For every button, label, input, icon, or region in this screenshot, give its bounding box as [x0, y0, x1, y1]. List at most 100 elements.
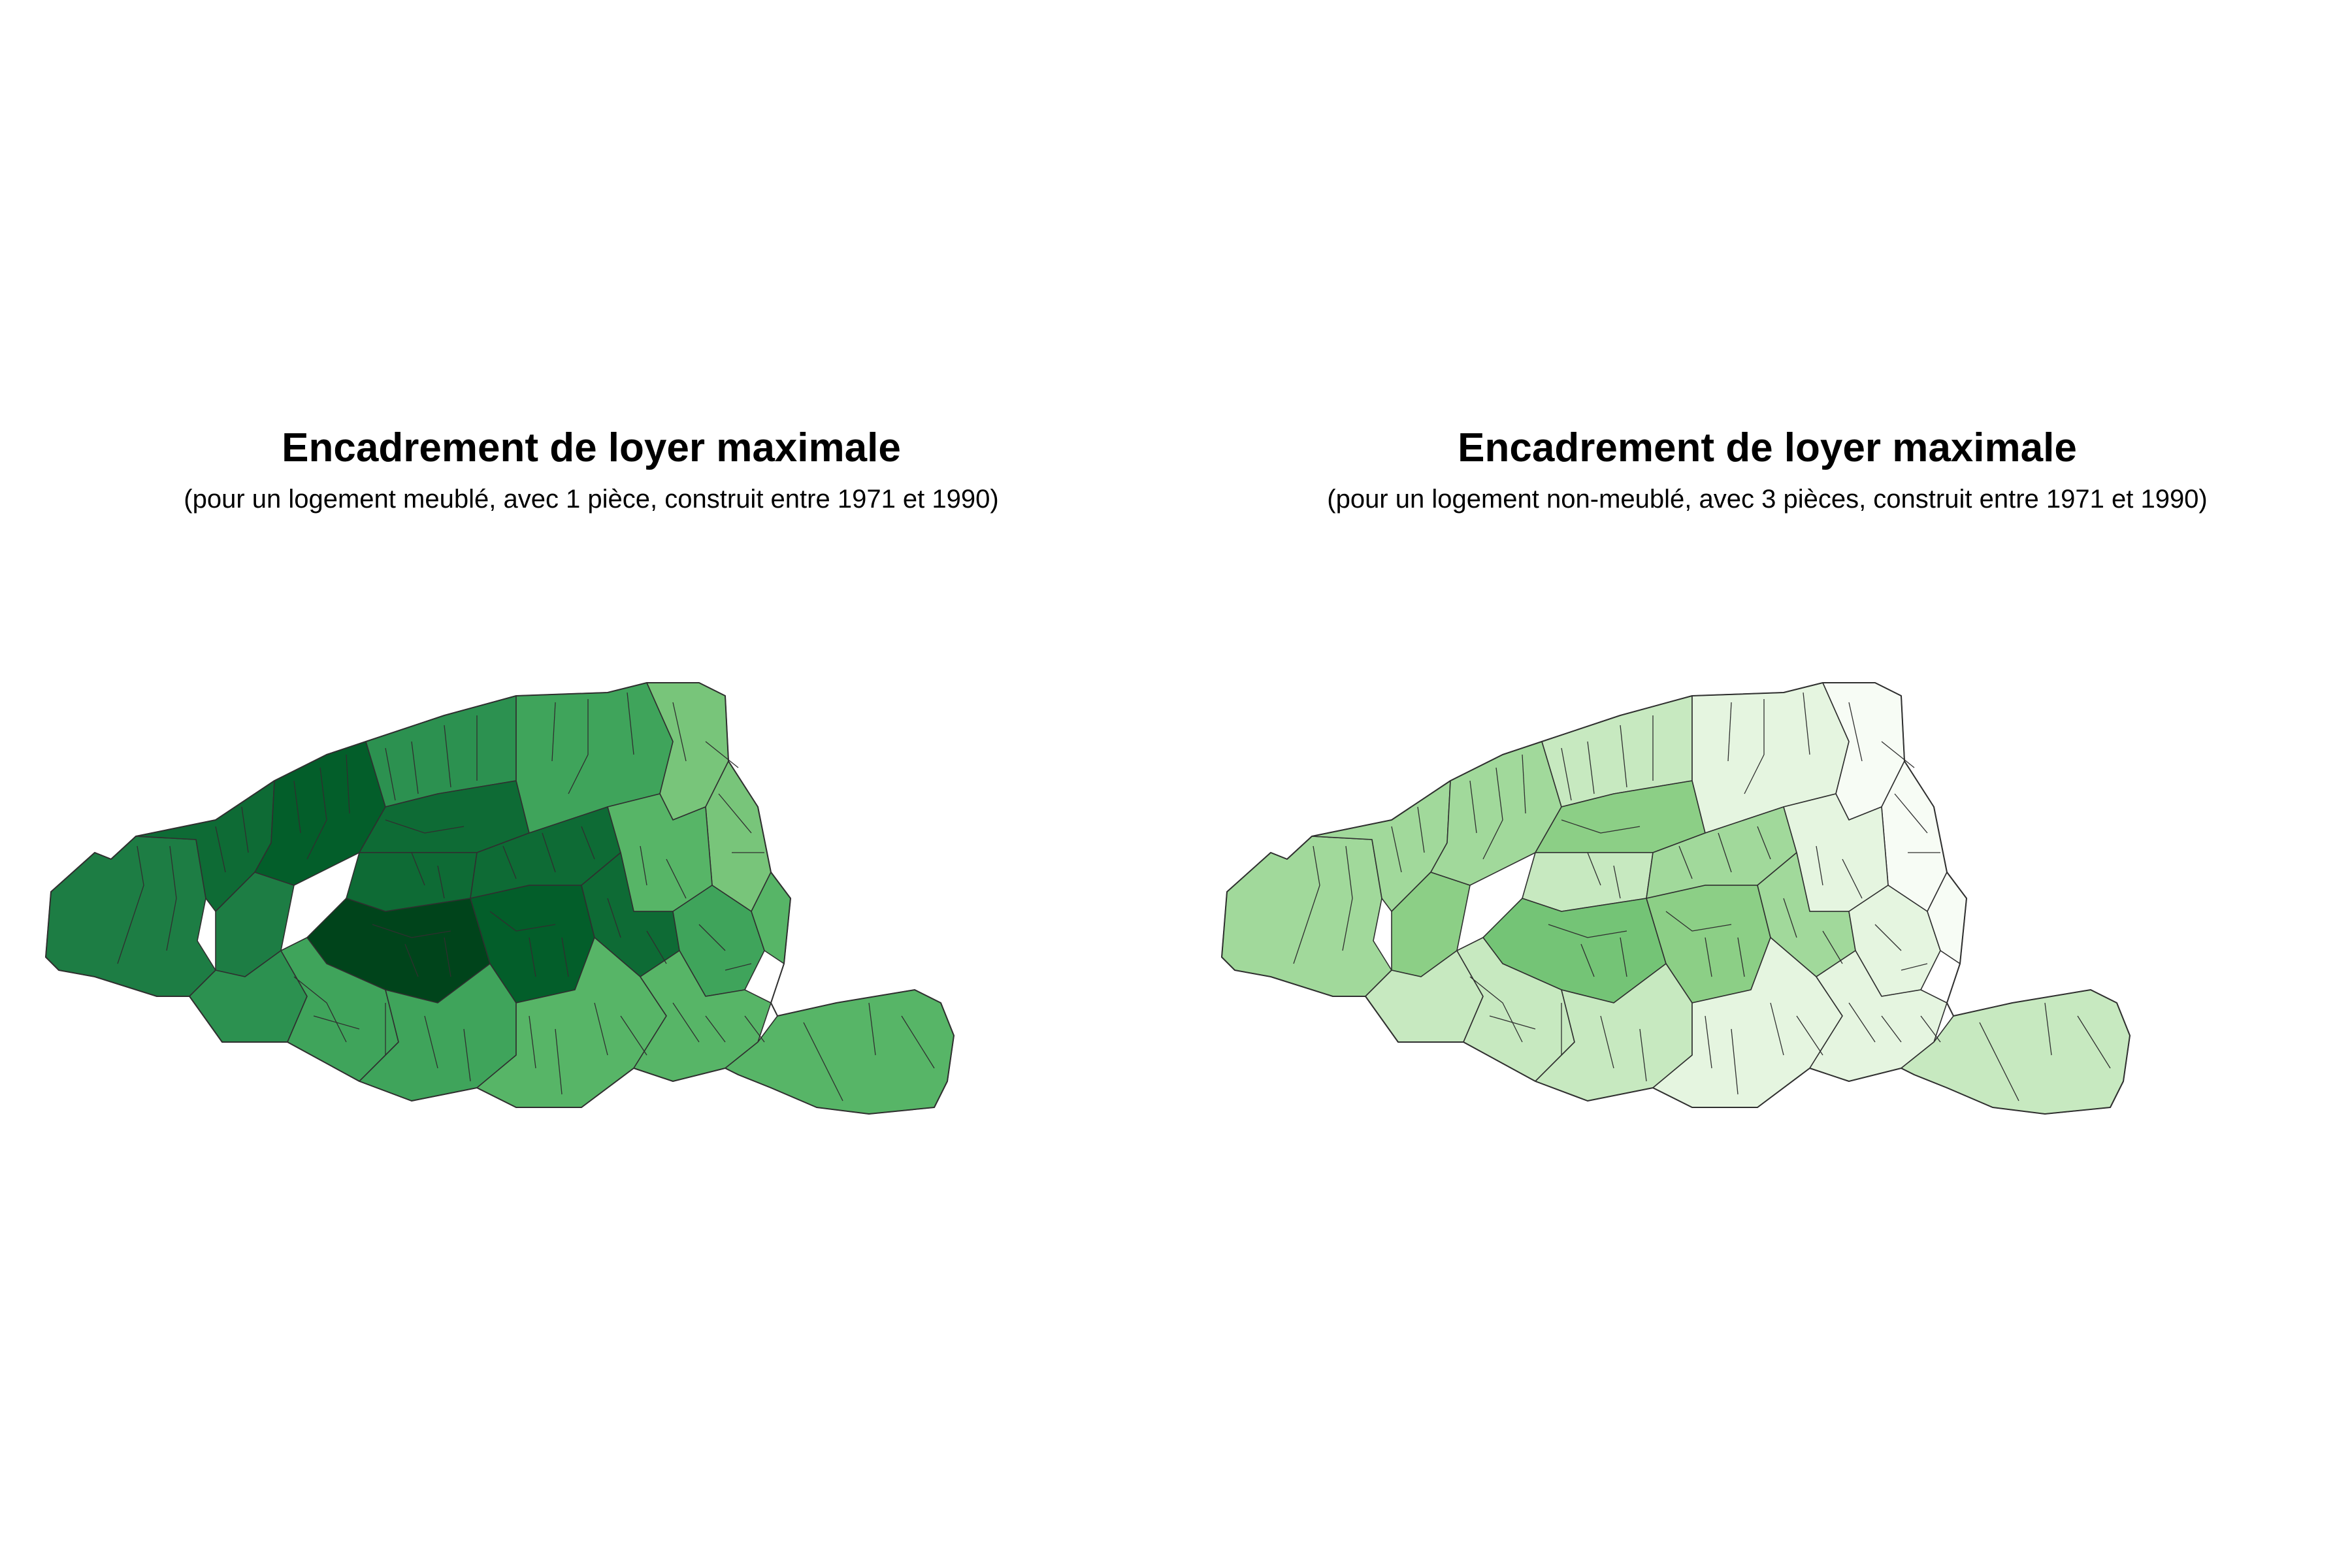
district-boundary	[117, 845, 144, 964]
district-boundary	[1613, 865, 1621, 899]
district-boundary	[293, 976, 347, 1043]
district-boundary	[620, 1015, 647, 1056]
district-boundary	[1469, 780, 1477, 834]
district-boundary	[529, 937, 536, 977]
district-boundary	[1881, 741, 1915, 768]
district-boundary	[463, 1028, 471, 1082]
district-boundary	[2044, 1002, 2052, 1056]
district-boundary	[1342, 845, 1353, 951]
district-boundary	[1783, 898, 1797, 938]
district-boundary	[627, 692, 634, 755]
district-boundary	[646, 930, 667, 964]
district-boundary	[581, 826, 595, 860]
district-boundary	[1842, 858, 1863, 899]
district-boundary	[1920, 1015, 1941, 1043]
district-boundary	[640, 845, 647, 886]
district-boundary	[1731, 1028, 1739, 1095]
map-title: Encadrement de loyer maximale	[282, 425, 901, 470]
district-boundary	[1737, 937, 1745, 977]
map-panel-non-meuble: Encadrement de loyer maximale (pour un l…	[1196, 405, 2339, 1176]
district-boundary	[555, 1028, 563, 1095]
district-boundary	[705, 1015, 726, 1043]
district-boundary	[1665, 911, 1732, 932]
district-boundary	[241, 806, 249, 853]
district-boundary	[313, 1015, 360, 1030]
city-outline	[1221, 682, 2131, 1115]
district-boundary	[551, 702, 556, 762]
district-boundary	[1482, 767, 1503, 860]
district-boundary	[594, 1002, 608, 1056]
district-boundary	[1620, 725, 1627, 788]
district-boundary	[2077, 1015, 2111, 1069]
district-boundary	[1770, 1002, 1784, 1056]
map-regions	[45, 682, 955, 1115]
district-boundary	[1600, 1015, 1614, 1069]
district-boundary	[346, 754, 350, 814]
district-boundary	[385, 747, 396, 801]
district-boundary	[698, 924, 726, 951]
district-boundary	[1639, 1028, 1647, 1082]
district-boundary	[1727, 702, 1732, 762]
district-boundary	[1561, 747, 1572, 801]
choropleth-map	[1221, 682, 2131, 1115]
district-boundary	[1561, 819, 1641, 834]
district-boundary	[666, 858, 687, 899]
district-boundary	[385, 819, 465, 834]
district-boundary	[1822, 930, 1843, 964]
district-boundary	[1417, 806, 1425, 853]
district-boundary	[1678, 845, 1693, 879]
map-regions	[1221, 682, 2131, 1115]
district-boundary	[293, 780, 301, 834]
district-boundary	[1816, 845, 1823, 886]
district-boundary	[404, 943, 419, 977]
district-boundary	[607, 898, 621, 938]
district-boundary	[411, 852, 425, 886]
district-boundary	[1705, 1015, 1712, 1069]
district-boundary	[444, 725, 451, 788]
district-boundary	[424, 1015, 438, 1069]
district-boundary	[1391, 826, 1402, 873]
district-boundary	[1522, 754, 1526, 814]
map-subtitle: (pour un logement meublé, avec 1 pièce, …	[184, 485, 999, 514]
district-boundary	[1979, 1022, 2019, 1102]
district-boundary	[1469, 976, 1523, 1043]
district-boundary	[672, 1002, 700, 1043]
district-boundary	[1874, 924, 1902, 951]
district-boundary	[1901, 963, 1928, 971]
district-boundary	[1718, 832, 1732, 873]
district-boundary	[1757, 826, 1771, 860]
district-boundary	[744, 1015, 765, 1043]
city-outline	[45, 682, 955, 1115]
district-boundary	[444, 937, 451, 977]
district-boundary	[705, 741, 739, 768]
district-boundary	[1587, 852, 1601, 886]
map-panel-meuble: Encadrement de loyer maximale (pour un l…	[20, 405, 1163, 1176]
district-boundary	[1894, 793, 1928, 834]
district-boundary	[306, 767, 327, 860]
district-boundary	[437, 865, 445, 899]
district-boundary	[1489, 1015, 1536, 1030]
district-boundary	[1705, 937, 1712, 977]
district-boundary	[1803, 692, 1810, 755]
district-boundary	[568, 699, 589, 794]
district-boundary	[1744, 699, 1765, 794]
district-boundary	[1620, 937, 1627, 977]
choropleth-map	[45, 682, 955, 1115]
district-boundary	[215, 826, 226, 873]
district-boundary	[803, 1022, 843, 1102]
district-boundary	[672, 702, 687, 762]
district-boundary	[901, 1015, 935, 1069]
map-subtitle: (pour un logement non-meublé, avec 3 piè…	[1327, 485, 2208, 514]
district-boundary	[868, 1002, 876, 1056]
district-boundary	[1587, 741, 1595, 794]
district-boundary	[1848, 702, 1863, 762]
district-boundary	[1796, 1015, 1823, 1056]
district-boundary	[725, 963, 752, 971]
district-boundary	[1881, 1015, 1902, 1043]
district-boundary	[489, 911, 556, 932]
map-title: Encadrement de loyer maximale	[1458, 425, 2077, 470]
district-boundary	[166, 845, 177, 951]
district-boundary	[542, 832, 556, 873]
district-boundary	[561, 937, 569, 977]
district-boundary	[1848, 1002, 1876, 1043]
